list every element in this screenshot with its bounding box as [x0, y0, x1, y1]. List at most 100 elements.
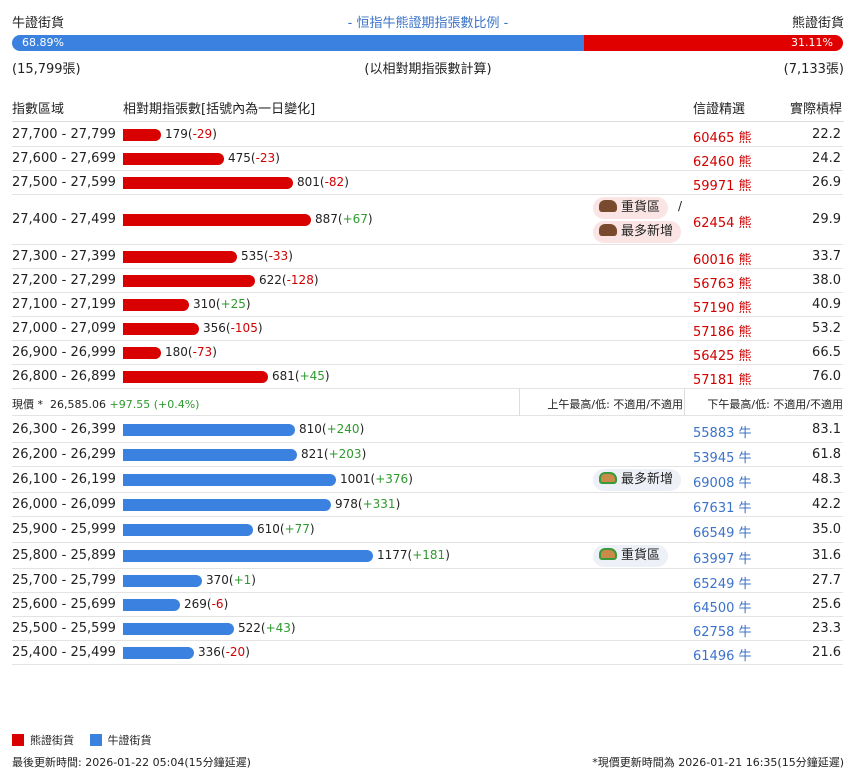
bull-contracts-bar [123, 550, 373, 562]
index-range: 26,900 - 26,999 [12, 345, 116, 360]
warrant-code-link[interactable]: 61496 牛 [693, 649, 752, 664]
bull-contracts-bar [123, 599, 180, 611]
contracts-value: 887(+67) [315, 212, 373, 226]
warrant-code-link[interactable]: 53945 牛 [693, 451, 752, 466]
daily-change: (+43) [260, 621, 296, 635]
contracts-count: 269 [184, 597, 207, 611]
daily-change: (+203) [323, 447, 367, 461]
effective-leverage: 35.0 [812, 522, 841, 537]
bear-contracts-bar [123, 371, 268, 383]
contracts-value: 622(-128) [259, 273, 319, 287]
bull-contracts-bar [123, 575, 202, 587]
warrant-code-link[interactable]: 62454 熊 [693, 216, 752, 231]
warrant-code-link[interactable]: 69008 牛 [693, 476, 752, 491]
effective-leverage: 66.5 [812, 345, 841, 360]
table-row: 25,600 - 25,699 269(-6) 64500 牛 25.6 [12, 593, 843, 617]
index-range: 27,300 - 27,399 [12, 249, 116, 264]
contracts-value: 1177(+181) [377, 548, 450, 562]
warrant-code-link[interactable]: 56763 熊 [693, 277, 752, 292]
table-row: 26,200 - 26,299 821(+203) 53945 牛 61.8 [12, 443, 843, 467]
contracts-value: 475(-23) [228, 151, 280, 165]
effective-leverage: 76.0 [812, 369, 841, 384]
contracts-count: 978 [335, 497, 358, 511]
header-leverage: 實際槓桿 [789, 102, 842, 117]
bear-swatch [12, 734, 24, 746]
bull-contracts-bar [123, 524, 253, 536]
daily-change: (-105) [225, 321, 263, 335]
warrant-code-link[interactable]: 57181 熊 [693, 373, 752, 388]
contracts-value: 522(+43) [238, 621, 296, 635]
bull-ratio-segment: 68.89% [12, 35, 585, 51]
badge-label: 重貨區 [621, 200, 661, 215]
warrant-code-link[interactable]: 57190 熊 [693, 301, 752, 316]
warrant-code-link[interactable]: 60465 熊 [693, 131, 752, 146]
table-row: 25,800 - 25,899 1177(+181) 重貨區 63997 牛 31.6 [12, 543, 843, 569]
bull-count: (15,799張) [12, 62, 81, 77]
warrant-code-link[interactable]: 62460 熊 [693, 155, 752, 170]
contracts-count: 356 [203, 321, 226, 335]
bull-bear-ratio-bar: 68.89% 31.11% [12, 35, 843, 51]
index-range: 25,400 - 25,499 [12, 645, 116, 660]
bear-count: (7,133張) [783, 62, 844, 77]
contracts-value: 356(-105) [203, 321, 263, 335]
bear-contracts-bar [123, 129, 161, 141]
table-row: 27,300 - 27,399 535(-33) 60016 熊 33.7 [12, 245, 843, 269]
warrant-code-link[interactable]: 63997 牛 [693, 552, 752, 567]
contracts-value: 310(+25) [193, 297, 251, 311]
header: 牛證街貨 - 恒指牛熊證期指張數比例 - 熊證街貨 [12, 12, 844, 31]
contracts-count: 801 [297, 175, 320, 189]
bull-icon [599, 472, 617, 484]
index-range: 25,600 - 25,699 [12, 597, 116, 612]
warrant-code-link[interactable]: 57186 熊 [693, 325, 752, 340]
bull-contracts-bar [123, 424, 295, 436]
daily-change: (-33) [263, 249, 293, 263]
badge-separator: / [678, 199, 683, 213]
table-row: 27,100 - 27,199 310(+25) 57190 熊 40.9 [12, 293, 843, 317]
warrant-code-link[interactable]: 62758 牛 [693, 625, 752, 640]
index-range: 26,100 - 26,199 [12, 472, 116, 487]
contracts-count: 810 [299, 422, 322, 436]
contracts-value: 801(-82) [297, 175, 349, 189]
effective-leverage: 27.7 [812, 573, 841, 588]
effective-leverage: 38.0 [812, 273, 841, 288]
index-range: 26,200 - 26,299 [12, 447, 116, 462]
daily-change: (+45) [294, 369, 330, 383]
contracts-count: 622 [259, 273, 282, 287]
index-range: 26,800 - 26,899 [12, 369, 116, 384]
badge-tag: 重貨區 [593, 545, 669, 567]
daily-change: (-20) [220, 645, 250, 659]
daily-change: (+77) [279, 522, 315, 536]
bear-contracts-bar [123, 323, 199, 335]
warrant-code-link[interactable]: 66549 牛 [693, 526, 752, 541]
warrant-code-link[interactable]: 67631 牛 [693, 501, 752, 516]
index-range: 26,000 - 26,099 [12, 497, 116, 512]
bear-contracts-bar [123, 275, 255, 287]
legend-bull-label: 牛證街貨 [107, 734, 152, 747]
contracts-value: 370(+1) [206, 573, 256, 587]
effective-leverage: 23.3 [812, 621, 841, 636]
bull-contracts-bar [123, 623, 234, 635]
effective-leverage: 31.6 [812, 548, 841, 563]
index-range: 27,200 - 27,299 [12, 273, 116, 288]
warrant-code-link[interactable]: 55883 牛 [693, 426, 752, 441]
bull-icon [599, 548, 617, 560]
contracts-value: 978(+331) [335, 497, 400, 511]
effective-leverage: 24.2 [812, 151, 841, 166]
warrant-code-link[interactable]: 65249 牛 [693, 577, 752, 592]
bear-outstanding-label: 熊證街貨 [791, 16, 844, 31]
contracts-count: 1177 [377, 548, 408, 562]
contracts-value: 269(-6) [184, 597, 228, 611]
contracts-value: 180(-73) [165, 345, 217, 359]
warrant-code-link[interactable]: 64500 牛 [693, 601, 752, 616]
table-row: 25,700 - 25,799 370(+1) 65249 牛 27.7 [12, 569, 843, 593]
warrant-code-link[interactable]: 56425 熊 [693, 349, 752, 364]
divider [684, 388, 685, 416]
index-range: 27,000 - 27,099 [12, 321, 116, 336]
daily-change: (+67) [337, 212, 373, 226]
index-range: 27,700 - 27,799 [12, 127, 116, 142]
warrant-code-link[interactable]: 59971 熊 [693, 179, 752, 194]
warrant-code-link[interactable]: 60016 熊 [693, 253, 752, 268]
price-change: +97.55 (+0.4%) [109, 398, 200, 411]
contracts-value: 535(-33) [241, 249, 293, 263]
contracts-value: 336(-20) [198, 645, 250, 659]
